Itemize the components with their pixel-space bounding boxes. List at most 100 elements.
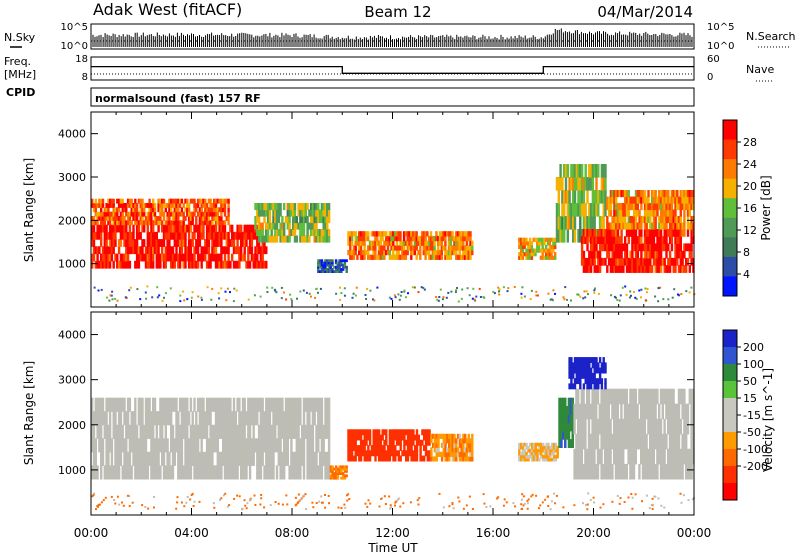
data-cell xyxy=(464,447,467,453)
data-cell xyxy=(252,253,255,262)
data-cell xyxy=(618,243,621,252)
data-cell xyxy=(108,220,112,226)
colorbar-swatch xyxy=(723,217,737,238)
data-cell xyxy=(114,424,117,439)
data-cell xyxy=(304,397,307,412)
data-cell xyxy=(672,257,675,266)
speckle xyxy=(97,289,100,292)
data-cell xyxy=(171,224,175,233)
data-cell xyxy=(112,246,115,255)
data-cell xyxy=(288,203,291,211)
data-cell xyxy=(326,411,329,426)
data-cell xyxy=(645,433,648,450)
data-cell xyxy=(446,447,449,453)
data-cell xyxy=(248,260,252,269)
data-cell xyxy=(189,220,193,226)
data-cell xyxy=(150,239,153,247)
speckle xyxy=(324,506,327,509)
data-cell xyxy=(100,424,103,439)
data-cell xyxy=(213,231,216,240)
data-cell xyxy=(315,438,318,453)
data-cell xyxy=(625,388,628,405)
data-cell xyxy=(668,403,672,420)
data-cell xyxy=(317,235,320,243)
data-cell xyxy=(403,439,406,446)
data-cell xyxy=(209,397,212,412)
data-cell xyxy=(286,451,289,466)
data-cell xyxy=(189,246,193,255)
data-cell xyxy=(692,265,695,273)
data-cell xyxy=(600,378,604,385)
data-cell xyxy=(250,411,254,426)
data-cell xyxy=(611,196,614,204)
speckle xyxy=(492,290,495,293)
data-cell xyxy=(311,451,315,466)
data-cell xyxy=(543,248,546,253)
data-cell xyxy=(550,255,553,260)
speckle xyxy=(690,286,693,289)
data-cell xyxy=(126,260,130,269)
data-cell xyxy=(649,243,652,252)
data-cell xyxy=(268,209,272,217)
data-cell xyxy=(259,253,263,262)
data-cell xyxy=(412,450,415,457)
data-cell xyxy=(110,211,114,217)
data-cell xyxy=(663,236,666,244)
data-cell xyxy=(216,438,219,453)
data-cell xyxy=(354,455,357,462)
data-cell xyxy=(584,265,587,273)
data-cell xyxy=(595,362,598,369)
data-cell xyxy=(437,442,440,448)
data-cell xyxy=(395,429,399,436)
data-cell xyxy=(579,372,582,379)
data-cell xyxy=(340,467,343,471)
speckle xyxy=(535,494,538,497)
data-cell xyxy=(211,253,214,262)
data-cell xyxy=(381,429,384,436)
data-cell xyxy=(674,448,677,465)
data-cell xyxy=(202,411,205,426)
data-cell xyxy=(232,411,236,426)
data-cell xyxy=(609,448,612,465)
data-cell xyxy=(320,261,324,265)
data-cell xyxy=(595,418,598,435)
data-cell xyxy=(584,367,587,374)
data-cell xyxy=(223,424,227,439)
data-cell xyxy=(620,250,623,259)
data-cell xyxy=(144,246,148,255)
data-cell xyxy=(170,465,173,480)
data-cell xyxy=(650,418,654,435)
data-cell xyxy=(616,433,619,450)
data-cell xyxy=(211,211,214,217)
data-cell xyxy=(596,433,600,450)
speckle xyxy=(295,503,298,506)
data-cell xyxy=(665,203,668,211)
data-cell xyxy=(570,372,573,379)
data-cell xyxy=(128,438,132,453)
data-cell xyxy=(554,442,558,447)
data-cell xyxy=(333,472,336,475)
data-cell xyxy=(426,231,429,237)
data-cell xyxy=(453,456,456,462)
data-cell xyxy=(572,203,575,217)
data-cell xyxy=(275,216,279,224)
data-cell xyxy=(609,418,612,435)
data-cell xyxy=(572,190,575,204)
speckle xyxy=(691,498,694,501)
data-cell xyxy=(327,424,331,439)
data-cell xyxy=(444,254,447,260)
data-cell xyxy=(213,198,216,204)
speckle xyxy=(496,497,499,500)
data-cell xyxy=(622,203,625,211)
data-cell xyxy=(306,451,309,466)
data-cell xyxy=(582,403,585,420)
data-cell xyxy=(598,378,602,385)
data-cell xyxy=(125,220,128,226)
data-cell xyxy=(263,260,266,269)
data-cell xyxy=(424,434,428,441)
data-cell xyxy=(265,424,268,439)
data-cell xyxy=(338,265,341,269)
data-cell xyxy=(359,429,363,436)
speckle xyxy=(625,293,628,296)
data-cell xyxy=(135,465,139,480)
